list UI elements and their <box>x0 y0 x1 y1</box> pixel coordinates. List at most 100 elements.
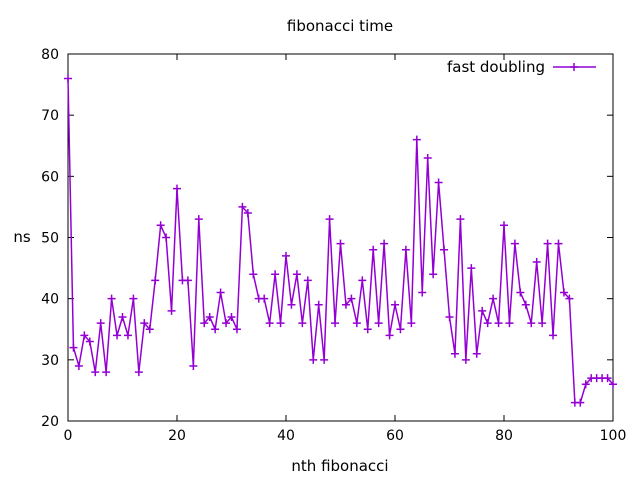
y-tick-label: 20 <box>41 414 59 430</box>
data-point <box>456 215 465 224</box>
data-point <box>80 331 89 340</box>
data-point <box>151 276 160 285</box>
x-axis-title: nth fibonacci <box>291 457 388 475</box>
data-point <box>483 319 492 328</box>
data-point <box>440 245 449 254</box>
data-point <box>96 319 105 328</box>
data-point <box>489 294 498 303</box>
data-point <box>385 331 394 340</box>
data-point <box>478 306 487 315</box>
data-point <box>429 270 438 279</box>
data-point <box>554 239 563 248</box>
data-point <box>603 374 612 383</box>
data-point <box>85 337 94 346</box>
data-point <box>222 319 231 328</box>
data-point <box>494 319 503 328</box>
data-point <box>156 221 165 230</box>
data-point <box>303 276 312 285</box>
data-point <box>380 239 389 248</box>
data-point <box>500 221 508 230</box>
data-point <box>189 361 198 370</box>
data-point <box>118 313 127 322</box>
series-layer <box>64 74 617 407</box>
data-point <box>129 294 138 303</box>
data-point <box>418 288 427 297</box>
data-point <box>238 202 247 211</box>
data-point <box>358 276 367 285</box>
x-tick-label: 0 <box>64 428 73 444</box>
data-point <box>140 319 149 328</box>
legend: fast doubling <box>447 58 596 76</box>
y-tick-label: 50 <box>41 231 59 247</box>
data-point <box>336 239 345 248</box>
data-point <box>527 319 536 328</box>
x-tick-label: 60 <box>386 428 404 444</box>
x-tick-label: 20 <box>168 428 186 444</box>
data-point <box>412 135 421 144</box>
data-point <box>461 355 470 364</box>
data-point <box>309 355 318 364</box>
data-point <box>134 368 143 377</box>
data-point <box>265 319 274 328</box>
data-point <box>407 319 416 328</box>
plot-border <box>67 53 614 422</box>
data-point <box>200 319 209 328</box>
data-point <box>243 209 252 218</box>
data-point <box>260 294 269 303</box>
data-point <box>211 325 220 334</box>
y-tick-label: 30 <box>41 353 59 369</box>
data-point <box>467 264 476 273</box>
data-point <box>363 325 372 334</box>
legend-label: fast doubling <box>447 58 545 76</box>
data-point <box>391 300 399 309</box>
x-tick-label: 80 <box>495 428 513 444</box>
data-point <box>69 343 78 352</box>
data-point <box>532 257 541 266</box>
data-point <box>287 300 296 309</box>
data-point <box>521 300 530 309</box>
data-point <box>107 294 116 303</box>
data-point <box>216 288 225 297</box>
legend-marker <box>570 63 578 71</box>
data-point <box>347 294 356 303</box>
data-point <box>320 355 329 364</box>
data-point <box>445 313 454 322</box>
data-point <box>369 245 378 254</box>
data-point <box>276 319 285 328</box>
data-point <box>123 331 132 340</box>
data-point <box>194 215 203 224</box>
data-point <box>396 325 405 334</box>
data-point <box>450 349 459 358</box>
data-point <box>352 319 361 328</box>
data-point <box>113 331 122 340</box>
data-point <box>205 313 214 322</box>
data-point <box>581 380 590 389</box>
data-point <box>249 270 258 279</box>
data-point <box>401 245 410 254</box>
data-point <box>91 368 100 377</box>
y-tick-label: 80 <box>41 47 59 63</box>
x-tick-label: 40 <box>277 428 295 444</box>
y-tick-label: 40 <box>41 292 59 308</box>
data-point <box>325 215 334 224</box>
data-point <box>609 380 617 389</box>
data-point <box>423 153 432 162</box>
y-axis-title: ns <box>13 228 31 246</box>
data-point <box>505 319 514 328</box>
data-point <box>173 184 181 193</box>
data-point <box>565 294 574 303</box>
data-point <box>549 331 558 340</box>
data-point <box>298 319 307 328</box>
data-point <box>510 239 519 248</box>
y-tick-label: 60 <box>41 169 59 185</box>
data-point <box>145 325 154 334</box>
data-point <box>374 319 383 328</box>
data-point <box>74 361 83 370</box>
data-point <box>472 349 481 358</box>
data-point <box>434 178 443 187</box>
data-point <box>167 306 176 315</box>
axes <box>67 53 614 422</box>
data-point <box>559 288 568 297</box>
data-point <box>314 300 323 309</box>
data-point <box>538 319 547 328</box>
